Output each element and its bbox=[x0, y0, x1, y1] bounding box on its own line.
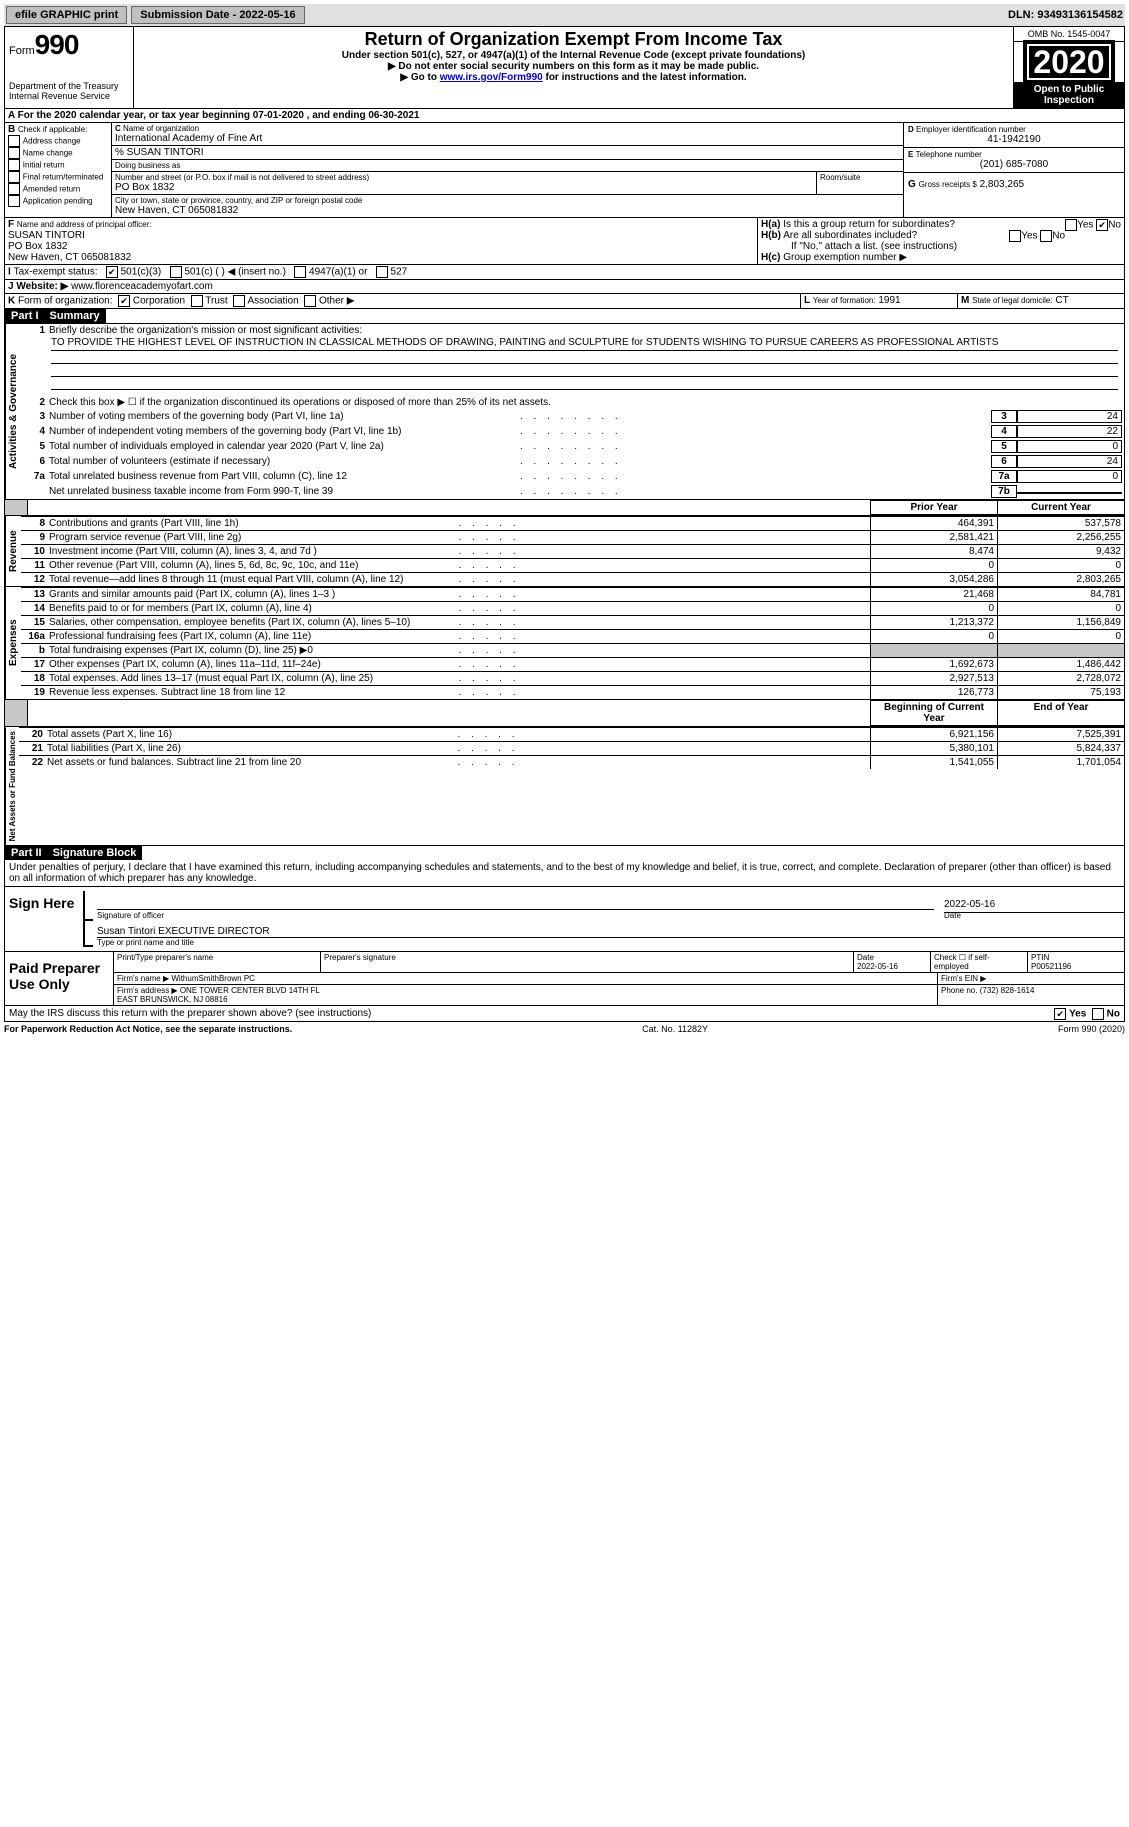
dept-treasury: Department of the Treasury Internal Reve… bbox=[9, 81, 129, 101]
tax-year: 2020 bbox=[1027, 44, 1110, 80]
side-net: Net Assets or Fund Balances bbox=[5, 727, 19, 845]
financial-row: 15Salaries, other compensation, employee… bbox=[21, 615, 1124, 629]
summary-line: 5Total number of individuals employed in… bbox=[21, 439, 1124, 454]
street: PO Box 1832 bbox=[115, 182, 813, 193]
firm-name: WithumSmithBrown PC bbox=[171, 974, 255, 983]
declaration: Under penalties of perjury, I declare th… bbox=[5, 860, 1124, 887]
financial-row: bTotal fundraising expenses (Part IX, co… bbox=[21, 643, 1124, 657]
officer-name-title: Susan Tintori EXECUTIVE DIRECTOR bbox=[97, 926, 1124, 937]
efile-print-button[interactable]: efile GRAPHIC print bbox=[6, 6, 127, 24]
form-subtitle-3: ▶ Go to www.irs.gov/Form990 for instruct… bbox=[138, 72, 1009, 83]
sign-date: 2022-05-16 bbox=[944, 899, 1124, 910]
py-cy-header: Prior Year Current Year bbox=[5, 499, 1124, 515]
submission-date: Submission Date - 2022-05-16 bbox=[131, 6, 304, 24]
section-klm: K Form of organization: Corporation Trus… bbox=[5, 294, 1124, 309]
financial-row: 9Program service revenue (Part VIII, lin… bbox=[21, 530, 1124, 544]
room-suite: Room/suite bbox=[817, 172, 903, 194]
side-expenses: Expenses bbox=[5, 587, 21, 699]
city: New Haven, CT 065081832 bbox=[115, 205, 900, 216]
part-1-body: Activities & Governance 1Briefly describ… bbox=[5, 324, 1124, 499]
top-bar: efile GRAPHIC print Submission Date - 20… bbox=[4, 4, 1125, 26]
summary-line: 4Number of independent voting members of… bbox=[21, 424, 1124, 439]
section-i: I Tax-exempt status: 501(c)(3) 501(c) ( … bbox=[5, 265, 1124, 280]
form-subtitle-1: Under section 501(c), 527, or 4947(a)(1)… bbox=[138, 50, 1009, 61]
financial-row: 17Other expenses (Part IX, column (A), l… bbox=[21, 657, 1124, 671]
financial-row: 18Total expenses. Add lines 13–17 (must … bbox=[21, 671, 1124, 685]
summary-line: Net unrelated business taxable income fr… bbox=[21, 484, 1124, 499]
omb-number: OMB No. 1545-0047 bbox=[1014, 27, 1124, 42]
ein: 41-1942190 bbox=[908, 134, 1120, 145]
firm-phone: (732) 828-1614 bbox=[980, 986, 1035, 995]
financial-row: 21Total liabilities (Part X, line 26) . … bbox=[19, 741, 1124, 755]
financial-row: 14Benefits paid to or for members (Part … bbox=[21, 601, 1124, 615]
financial-row: 19Revenue less expenses. Subtract line 1… bbox=[21, 685, 1124, 699]
side-revenue: Revenue bbox=[5, 516, 21, 586]
ptin: P00521196 bbox=[1031, 962, 1071, 971]
financial-row: 13Grants and similar amounts paid (Part … bbox=[21, 587, 1124, 601]
telephone: (201) 685-7080 bbox=[908, 159, 1120, 170]
section-fh: F Name and address of principal officer:… bbox=[5, 218, 1124, 265]
care-of: % SUSAN TINTORI bbox=[112, 146, 903, 160]
form-header: Form990 Department of the Treasury Inter… bbox=[5, 27, 1124, 109]
financial-row: 10Investment income (Part VIII, column (… bbox=[21, 544, 1124, 558]
side-activities: Activities & Governance bbox=[5, 324, 21, 499]
part-1-header: Part ISummary bbox=[5, 309, 1124, 324]
revenue-block: Revenue 8Contributions and grants (Part … bbox=[5, 515, 1124, 586]
financial-row: 12Total revenue—add lines 8 through 11 (… bbox=[21, 572, 1124, 586]
section-j: J Website: ▶ www.florenceacademyofart.co… bbox=[5, 280, 1124, 294]
website[interactable]: www.florenceacademyofart.com bbox=[71, 281, 213, 292]
gross-receipts: 2,803,265 bbox=[980, 179, 1025, 190]
form-title: Return of Organization Exempt From Incom… bbox=[138, 29, 1009, 50]
form-990-label: Form990 bbox=[9, 29, 129, 61]
section-c: C Name of organization International Aca… bbox=[112, 123, 904, 217]
form-outer: Form990 Department of the Treasury Inter… bbox=[4, 26, 1125, 1022]
line-a: A For the 2020 calendar year, or tax yea… bbox=[5, 109, 1124, 123]
summary-line: 3Number of voting members of the governi… bbox=[21, 409, 1124, 424]
section-b: B Check if applicable: Address change Na… bbox=[5, 123, 112, 217]
irs-link[interactable]: www.irs.gov/Form990 bbox=[440, 72, 543, 83]
dln: DLN: 93493136154582 bbox=[1008, 9, 1123, 21]
org-info-block: B Check if applicable: Address change Na… bbox=[5, 123, 1124, 218]
summary-line: 6Total number of volunteers (estimate if… bbox=[21, 454, 1124, 469]
summary-line: 7aTotal unrelated business revenue from … bbox=[21, 469, 1124, 484]
part-2-header: Part IISignature Block bbox=[5, 846, 1124, 860]
expenses-block: Expenses 13Grants and similar amounts pa… bbox=[5, 586, 1124, 699]
financial-row: 16aProfessional fundraising fees (Part I… bbox=[21, 629, 1124, 643]
mission: TO PROVIDE THE HIGHEST LEVEL OF INSTRUCT… bbox=[51, 337, 1118, 351]
footer: For Paperwork Reduction Act Notice, see … bbox=[4, 1022, 1125, 1034]
financial-row: 20Total assets (Part X, line 16) . . . .… bbox=[19, 727, 1124, 741]
org-name: International Academy of Fine Art bbox=[115, 133, 900, 144]
dba-label: Doing business as bbox=[112, 160, 903, 172]
net-block: Net Assets or Fund Balances 20Total asse… bbox=[5, 726, 1124, 846]
financial-row: 11Other revenue (Part VIII, column (A), … bbox=[21, 558, 1124, 572]
financial-row: 8Contributions and grants (Part VIII, li… bbox=[21, 516, 1124, 530]
paid-preparer: Paid Preparer Use Only Print/Type prepar… bbox=[5, 952, 1124, 1006]
open-public: Open to Public Inspection bbox=[1014, 82, 1124, 108]
discuss-line: May the IRS discuss this return with the… bbox=[5, 1006, 1124, 1021]
form-subtitle-2: ▶ Do not enter social security numbers o… bbox=[138, 61, 1009, 72]
financial-row: 22Net assets or fund balances. Subtract … bbox=[19, 755, 1124, 769]
sign-here: Sign Here Signature of officer 2022-05-1… bbox=[5, 887, 1124, 952]
section-deg: D Employer identification number 41-1942… bbox=[904, 123, 1124, 217]
officer-name: SUSAN TINTORI bbox=[8, 230, 85, 241]
bcy-eoy-header: Beginning of Current Year End of Year bbox=[5, 699, 1124, 726]
